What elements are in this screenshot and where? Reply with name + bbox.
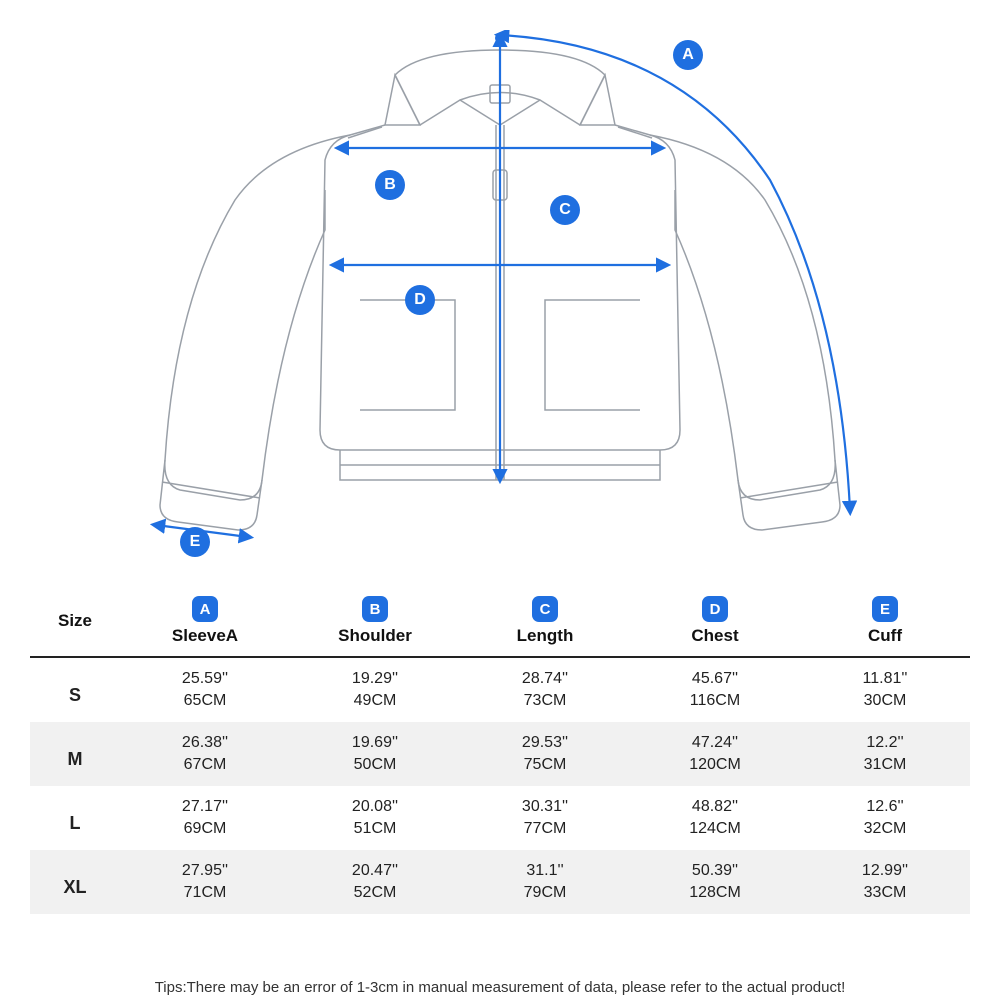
jacket-svg [120, 30, 880, 570]
header-sleevea: ASleeveA [120, 590, 290, 657]
measurement-arrows [156, 33, 850, 537]
table-row: M26.38''19.69''29.53''47.24''12.2'' [30, 722, 970, 754]
cell-inches: 50.39'' [630, 850, 800, 882]
cell-cm: 50CM [290, 754, 460, 786]
cell-cm: 116CM [630, 690, 800, 722]
cell-cm: 120CM [630, 754, 800, 786]
cell-inches: 26.38'' [120, 722, 290, 754]
cell-inches: 45.67'' [630, 658, 800, 690]
cell-inches: 27.95'' [120, 850, 290, 882]
size-table-area: SizeASleeveABShoulderCLengthDChestECuff … [30, 590, 970, 914]
cell-cm: 49CM [290, 690, 460, 722]
header-shoulder: BShoulder [290, 590, 460, 657]
cell-inches: 25.59'' [120, 658, 290, 690]
cell-cm: 65CM [120, 690, 290, 722]
cell-cm: 124CM [630, 818, 800, 850]
table-row: 71CM52CM79CM128CM33CM [30, 882, 970, 914]
cell-cm: 52CM [290, 882, 460, 914]
cell-cm: 77CM [460, 818, 630, 850]
marker-e: E [180, 527, 210, 557]
table-row: L27.17''20.08''30.31''48.82''12.6'' [30, 786, 970, 818]
cell-cm: 51CM [290, 818, 460, 850]
marker-c: C [550, 195, 580, 225]
cell-cm: 71CM [120, 882, 290, 914]
cell-inches: 29.53'' [460, 722, 630, 754]
cell-inches: 47.24'' [630, 722, 800, 754]
cell-cm: 128CM [630, 882, 800, 914]
table-row: 69CM51CM77CM124CM32CM [30, 818, 970, 850]
cell-inches: 27.17'' [120, 786, 290, 818]
cell-inches: 20.08'' [290, 786, 460, 818]
cell-inches: 12.2'' [800, 722, 970, 754]
table-row: XL27.95''20.47''31.1''50.39''12.99'' [30, 850, 970, 882]
cell-inches: 28.74'' [460, 658, 630, 690]
cell-cm: 31CM [800, 754, 970, 786]
size-cell: L [30, 786, 120, 850]
cell-inches: 11.81'' [800, 658, 970, 690]
cell-inches: 19.29'' [290, 658, 460, 690]
tips-text: Tips:There may be an error of 1-3cm in m… [0, 979, 1000, 996]
cell-inches: 30.31'' [460, 786, 630, 818]
cell-inches: 19.69'' [290, 722, 460, 754]
marker-d: D [405, 285, 435, 315]
size-cell: M [30, 722, 120, 786]
table-row: 65CM49CM73CM116CM30CM [30, 690, 970, 722]
cell-inches: 48.82'' [630, 786, 800, 818]
header-chest: DChest [630, 590, 800, 657]
size-cell: XL [30, 850, 120, 914]
header-length: CLength [460, 590, 630, 657]
header-size: Size [30, 590, 120, 657]
table-row: S25.59''19.29''28.74''45.67''11.81'' [30, 658, 970, 690]
size-cell: S [30, 658, 120, 722]
cell-cm: 69CM [120, 818, 290, 850]
cell-cm: 32CM [800, 818, 970, 850]
cell-inches: 31.1'' [460, 850, 630, 882]
marker-b: B [375, 170, 405, 200]
size-table: SizeASleeveABShoulderCLengthDChestECuff … [30, 590, 970, 914]
cell-inches: 12.99'' [800, 850, 970, 882]
cell-cm: 75CM [460, 754, 630, 786]
cell-cm: 67CM [120, 754, 290, 786]
marker-a: A [673, 40, 703, 70]
cell-cm: 79CM [460, 882, 630, 914]
cell-inches: 20.47'' [290, 850, 460, 882]
cell-inches: 12.6'' [800, 786, 970, 818]
header-cuff: ECuff [800, 590, 970, 657]
cell-cm: 73CM [460, 690, 630, 722]
jacket-diagram: A B C D E [0, 0, 1000, 580]
cell-cm: 33CM [800, 882, 970, 914]
cell-cm: 30CM [800, 690, 970, 722]
table-row: 67CM50CM75CM120CM31CM [30, 754, 970, 786]
